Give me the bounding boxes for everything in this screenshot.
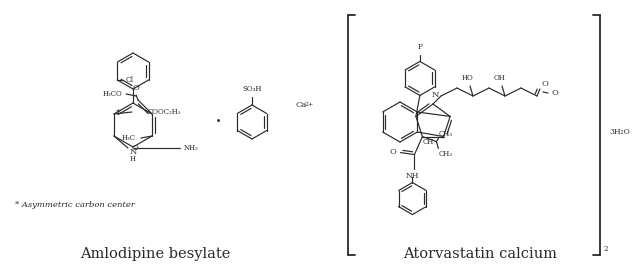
Text: Amlodipine besylate: Amlodipine besylate — [80, 247, 230, 261]
Text: Ca: Ca — [295, 101, 307, 109]
Text: NH₂: NH₂ — [184, 144, 199, 152]
Text: Atorvastatin calcium: Atorvastatin calcium — [403, 247, 557, 261]
Text: F: F — [417, 43, 422, 52]
Text: N: N — [129, 148, 137, 156]
Text: OH: OH — [494, 74, 506, 82]
Text: H: H — [130, 155, 136, 163]
Text: NH: NH — [406, 171, 419, 180]
Text: O: O — [541, 80, 548, 88]
Text: O: O — [133, 84, 139, 92]
Text: O: O — [551, 89, 558, 97]
Text: SO₃H: SO₃H — [242, 85, 261, 93]
Text: O: O — [389, 148, 396, 156]
Text: CH₃: CH₃ — [438, 130, 452, 137]
Text: H₃CO: H₃CO — [102, 90, 122, 98]
Text: CH₃: CH₃ — [438, 150, 452, 158]
Text: 2+: 2+ — [305, 102, 314, 107]
Text: HO: HO — [462, 74, 474, 82]
Text: 2: 2 — [603, 245, 607, 253]
Text: N: N — [431, 91, 439, 99]
Text: ·: · — [214, 111, 221, 133]
Text: O: O — [132, 144, 139, 152]
Text: * Asymmetric carbon center: * Asymmetric carbon center — [15, 201, 135, 209]
Text: 3H₂O: 3H₂O — [609, 128, 630, 136]
Text: *: * — [116, 109, 121, 117]
Text: Cl: Cl — [125, 76, 134, 84]
Text: H₃C: H₃C — [122, 134, 136, 142]
Text: COOC₂H₅: COOC₂H₅ — [148, 108, 181, 116]
Text: CH: CH — [422, 137, 433, 146]
